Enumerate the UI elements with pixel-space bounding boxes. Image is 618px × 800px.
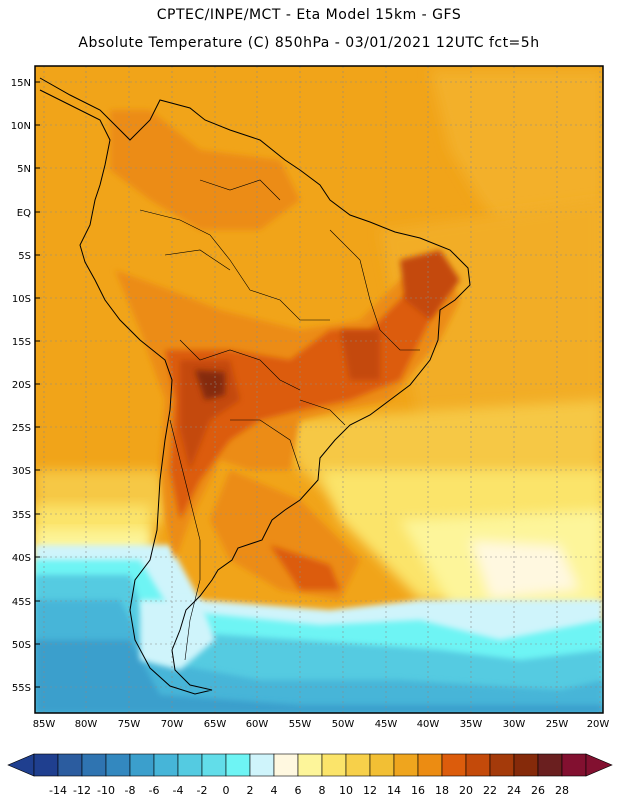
colorbar-tick-label: 22 [483, 784, 497, 797]
colorbar-tick-label: -10 [97, 784, 115, 797]
colorbar-swatch [57, 753, 83, 777]
lat-label: 10N [11, 121, 31, 132]
colorbar-swatch [441, 753, 467, 777]
colorbar-swatch [537, 753, 563, 777]
colorbar-tick-label: -2 [197, 784, 208, 797]
colorbar-tick-label: 26 [531, 784, 545, 797]
map-frame [34, 65, 604, 714]
colorbar-swatch [321, 753, 347, 777]
lon-label: 75W [118, 719, 141, 730]
colorbar-swatch [297, 753, 323, 777]
lon-label: 20W [587, 719, 610, 730]
colorbar-swatch [225, 753, 251, 777]
colorbar-swatch [369, 753, 395, 777]
south-america-coastline [39, 77, 471, 695]
colorbar-tick-label: 24 [507, 784, 521, 797]
lat-label: 20S [12, 380, 31, 391]
lon-label: 30W [503, 719, 526, 730]
lon-label: 85W [33, 719, 56, 730]
lon-label: 40W [417, 719, 440, 730]
colorbar-tick-label: 20 [459, 784, 473, 797]
colorbar-swatch [105, 753, 131, 777]
lon-label: 60W [246, 719, 269, 730]
colorbar-tick-label: 4 [271, 784, 278, 797]
colorbar-swatch [393, 753, 419, 777]
colorbar-tick-label: -4 [173, 784, 184, 797]
lat-ticks [35, 81, 40, 688]
colorbar-swatch [561, 753, 587, 777]
lon-label: 80W [75, 719, 98, 730]
colorbar-tick-label: 0 [223, 784, 230, 797]
colorbar-tick-label: 2 [247, 784, 254, 797]
lat-label: 35S [12, 510, 31, 521]
colorbar-swatch [489, 753, 515, 777]
lon-label: 70W [161, 719, 184, 730]
colorbar-tick-label: 16 [411, 784, 425, 797]
lon-label: 50W [332, 719, 355, 730]
lat-label: 10S [12, 294, 31, 305]
lat-label: 30S [12, 466, 31, 477]
colorbar: -14 -12 -10 -8 -6 -4 -2 0 2 4 6 8 10 12 14 16 18 20 22 24 26… [7, 753, 613, 797]
colorbar-tick-label: 6 [295, 784, 302, 797]
colorbar-swatch [153, 753, 179, 777]
colorbar-tick-label: 18 [435, 784, 449, 797]
lat-label: 15S [12, 337, 31, 348]
lat-label: 15N [11, 78, 31, 89]
colorbar-arrow-high [585, 753, 613, 777]
colorbar-tick-label: -14 [49, 784, 67, 797]
country-borders [139, 179, 420, 661]
lon-label: 55W [289, 719, 312, 730]
map-title-line-2: Absolute Temperature (C) 850hPa - 03/01/… [78, 35, 540, 51]
latitude-labels: 15N 10N 5N EQ 5S 10S 15S 20S 25S 30S 35S… [11, 78, 31, 694]
lat-label: EQ [17, 208, 31, 219]
colorbar-arrow-low [7, 753, 35, 777]
colorbar-swatch [33, 753, 59, 777]
colorbar-swatch [81, 753, 107, 777]
colorbar-tick-label: 8 [319, 784, 326, 797]
lon-label: 65W [204, 719, 227, 730]
longitude-labels: 85W 80W 75W 70W 65W 60W 55W 50W 45W 40W … [33, 719, 610, 730]
colorbar-swatch [465, 753, 491, 777]
colorbar-tick-label: 28 [555, 784, 569, 797]
lat-label: 55S [12, 683, 31, 694]
colorbar-swatch [129, 753, 155, 777]
lat-label: 40S [12, 553, 31, 564]
colorbar-tick-label: -12 [73, 784, 91, 797]
colorbar-tick-label: 12 [363, 784, 377, 797]
colorbar-tick-label: -8 [125, 784, 136, 797]
lat-label: 50S [12, 640, 31, 651]
colorbar-tick-label: -6 [149, 784, 160, 797]
colorbar-swatch [417, 753, 443, 777]
colorbar-swatch [201, 753, 227, 777]
lat-label: 45S [12, 597, 31, 608]
lon-label: 45W [375, 719, 398, 730]
lat-label: 5S [18, 251, 31, 262]
temperature-field [35, 66, 603, 713]
map-title-line-1: CPTEC/INPE/MCT - Eta Model 15km - GFS [156, 7, 462, 23]
colorbar-tick-label: 10 [339, 784, 353, 797]
lat-label: 25S [12, 423, 31, 434]
lat-label: 5N [17, 164, 31, 175]
colorbar-swatch [345, 753, 371, 777]
colorbar-swatch [273, 753, 299, 777]
lon-label: 25W [546, 719, 569, 730]
colorbar-tick-label: 14 [387, 784, 401, 797]
colorbar-swatch [249, 753, 275, 777]
lon-label: 35W [460, 719, 483, 730]
colorbar-swatch [513, 753, 539, 777]
colorbar-swatch [177, 753, 203, 777]
